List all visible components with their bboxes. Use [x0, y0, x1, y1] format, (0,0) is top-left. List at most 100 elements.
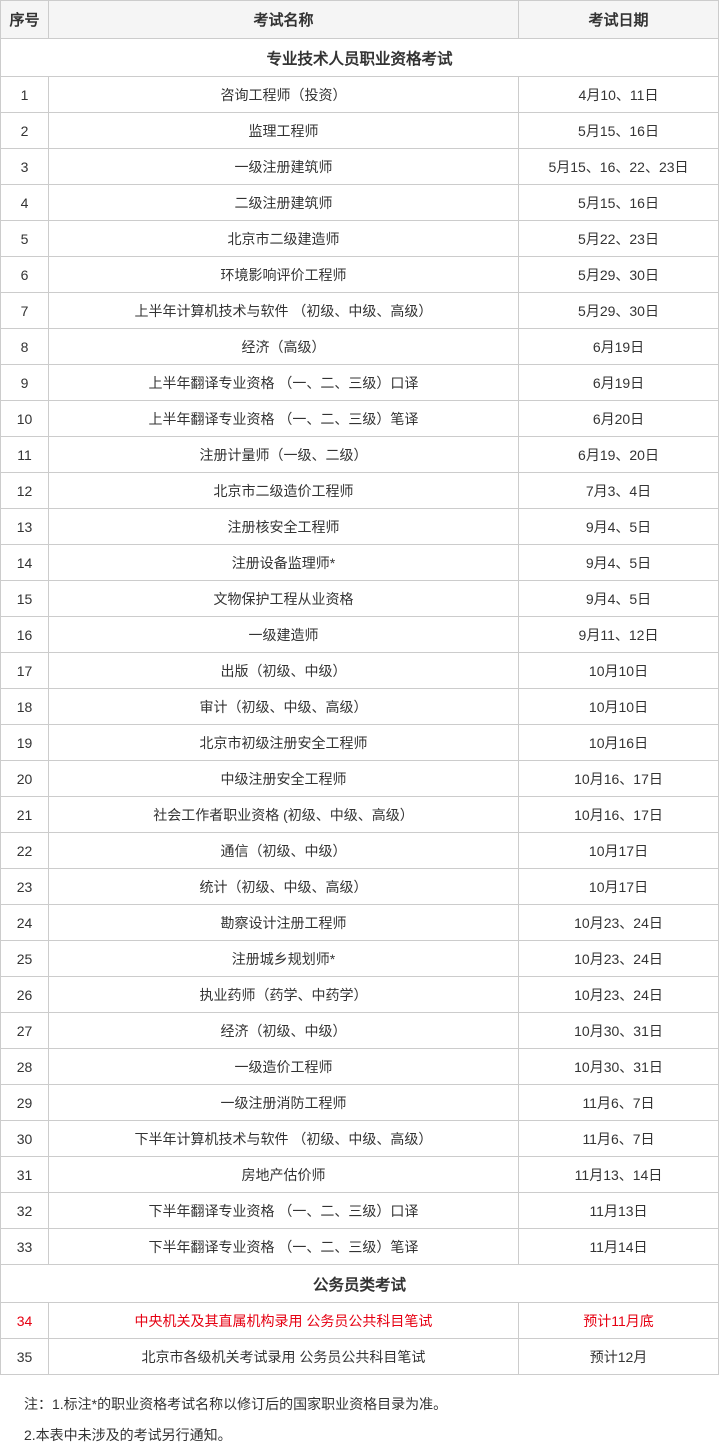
cell-date: 5月15、16日: [519, 113, 719, 149]
cell-name: 北京市二级建造师: [49, 221, 519, 257]
cell-name: 注册设备监理师*: [49, 545, 519, 581]
cell-name: 下半年翻译专业资格 （一、二、三级）笔译: [49, 1229, 519, 1265]
cell-name: 文物保护工程从业资格: [49, 581, 519, 617]
table-row: 21社会工作者职业资格 (初级、中级、高级）10月16、17日: [1, 797, 719, 833]
table-row: 19北京市初级注册安全工程师10月16日: [1, 725, 719, 761]
cell-name: 上半年翻译专业资格 （一、二、三级）笔译: [49, 401, 519, 437]
note-line-2: 2.本表中未涉及的考试另行通知。: [24, 1420, 695, 1451]
cell-name: 环境影响评价工程师: [49, 257, 519, 293]
cell-index: 18: [1, 689, 49, 725]
cell-name: 下半年计算机技术与软件 （初级、中级、高级）: [49, 1121, 519, 1157]
cell-index: 21: [1, 797, 49, 833]
cell-name: 通信（初级、中级）: [49, 833, 519, 869]
cell-date: 11月14日: [519, 1229, 719, 1265]
table-row: 15文物保护工程从业资格9月4、5日: [1, 581, 719, 617]
cell-date: 5月15、16、22、23日: [519, 149, 719, 185]
table-row: 34中央机关及其直属机构录用 公务员公共科目笔试预计11月底: [1, 1303, 719, 1339]
cell-date: 预计11月底: [519, 1303, 719, 1339]
cell-index: 3: [1, 149, 49, 185]
table-row: 7上半年计算机技术与软件 （初级、中级、高级）5月29、30日: [1, 293, 719, 329]
cell-index: 31: [1, 1157, 49, 1193]
cell-date: 10月16、17日: [519, 761, 719, 797]
cell-name: 北京市二级造价工程师: [49, 473, 519, 509]
cell-date: 6月20日: [519, 401, 719, 437]
cell-date: 5月29、30日: [519, 293, 719, 329]
cell-index: 23: [1, 869, 49, 905]
section-header: 专业技术人员职业资格考试: [1, 39, 719, 77]
cell-date: 9月4、5日: [519, 509, 719, 545]
cell-date: 10月17日: [519, 869, 719, 905]
cell-date: 10月23、24日: [519, 941, 719, 977]
cell-date: 6月19日: [519, 365, 719, 401]
cell-date: 11月6、7日: [519, 1121, 719, 1157]
cell-index: 8: [1, 329, 49, 365]
cell-date: 5月22、23日: [519, 221, 719, 257]
table-row: 2监理工程师5月15、16日: [1, 113, 719, 149]
cell-date: 10月30、31日: [519, 1013, 719, 1049]
cell-name: 一级注册建筑师: [49, 149, 519, 185]
table-row: 8经济（高级）6月19日: [1, 329, 719, 365]
cell-name: 执业药师（药学、中药学）: [49, 977, 519, 1013]
table-row: 5北京市二级建造师5月22、23日: [1, 221, 719, 257]
table-row: 22通信（初级、中级）10月17日: [1, 833, 719, 869]
cell-date: 10月17日: [519, 833, 719, 869]
table-row: 31房地产估价师11月13、14日: [1, 1157, 719, 1193]
table-row: 35北京市各级机关考试录用 公务员公共科目笔试预计12月: [1, 1339, 719, 1375]
cell-name: 北京市各级机关考试录用 公务员公共科目笔试: [49, 1339, 519, 1375]
cell-name: 社会工作者职业资格 (初级、中级、高级）: [49, 797, 519, 833]
cell-name: 上半年翻译专业资格 （一、二、三级）口译: [49, 365, 519, 401]
cell-date: 10月10日: [519, 653, 719, 689]
cell-index: 11: [1, 437, 49, 473]
table-row: 11注册计量师（一级、二级）6月19、20日: [1, 437, 719, 473]
cell-index: 4: [1, 185, 49, 221]
table-row: 6环境影响评价工程师5月29、30日: [1, 257, 719, 293]
header-date: 考试日期: [519, 1, 719, 39]
cell-index: 14: [1, 545, 49, 581]
cell-name: 上半年计算机技术与软件 （初级、中级、高级）: [49, 293, 519, 329]
header-index: 序号: [1, 1, 49, 39]
cell-date: 6月19日: [519, 329, 719, 365]
table-row: 28一级造价工程师10月30、31日: [1, 1049, 719, 1085]
cell-index: 10: [1, 401, 49, 437]
table-row: 12北京市二级造价工程师7月3、4日: [1, 473, 719, 509]
cell-index: 9: [1, 365, 49, 401]
cell-name: 经济（初级、中级）: [49, 1013, 519, 1049]
cell-name: 一级注册消防工程师: [49, 1085, 519, 1121]
cell-date: 5月15、16日: [519, 185, 719, 221]
cell-index: 16: [1, 617, 49, 653]
cell-index: 26: [1, 977, 49, 1013]
cell-name: 二级注册建筑师: [49, 185, 519, 221]
cell-name: 咨询工程师（投资）: [49, 77, 519, 113]
cell-date: 10月30、31日: [519, 1049, 719, 1085]
cell-index: 17: [1, 653, 49, 689]
section-title: 专业技术人员职业资格考试: [1, 39, 719, 77]
cell-name: 勘察设计注册工程师: [49, 905, 519, 941]
exam-schedule-table: 序号 考试名称 考试日期 专业技术人员职业资格考试1咨询工程师（投资）4月10、…: [0, 0, 719, 1375]
cell-date: 10月23、24日: [519, 905, 719, 941]
footer-notes: 注：1.标注*的职业资格考试名称以修订后的国家职业资格目录为准。 2.本表中未涉…: [0, 1375, 719, 1455]
cell-index: 35: [1, 1339, 49, 1375]
cell-name: 审计（初级、中级、高级）: [49, 689, 519, 725]
cell-date: 10月10日: [519, 689, 719, 725]
cell-index: 12: [1, 473, 49, 509]
table-row: 27经济（初级、中级）10月30、31日: [1, 1013, 719, 1049]
table-row: 17出版（初级、中级）10月10日: [1, 653, 719, 689]
cell-date: 10月23、24日: [519, 977, 719, 1013]
cell-name: 下半年翻译专业资格 （一、二、三级）口译: [49, 1193, 519, 1229]
cell-index: 34: [1, 1303, 49, 1339]
cell-index: 6: [1, 257, 49, 293]
cell-name: 中级注册安全工程师: [49, 761, 519, 797]
table-row: 18审计（初级、中级、高级）10月10日: [1, 689, 719, 725]
cell-name: 经济（高级）: [49, 329, 519, 365]
cell-index: 1: [1, 77, 49, 113]
table-row: 32下半年翻译专业资格 （一、二、三级）口译11月13日: [1, 1193, 719, 1229]
table-row: 14注册设备监理师*9月4、5日: [1, 545, 719, 581]
cell-index: 30: [1, 1121, 49, 1157]
cell-index: 33: [1, 1229, 49, 1265]
cell-index: 2: [1, 113, 49, 149]
table-row: 16一级建造师9月11、12日: [1, 617, 719, 653]
cell-index: 25: [1, 941, 49, 977]
cell-index: 19: [1, 725, 49, 761]
cell-date: 6月19、20日: [519, 437, 719, 473]
cell-name: 一级造价工程师: [49, 1049, 519, 1085]
